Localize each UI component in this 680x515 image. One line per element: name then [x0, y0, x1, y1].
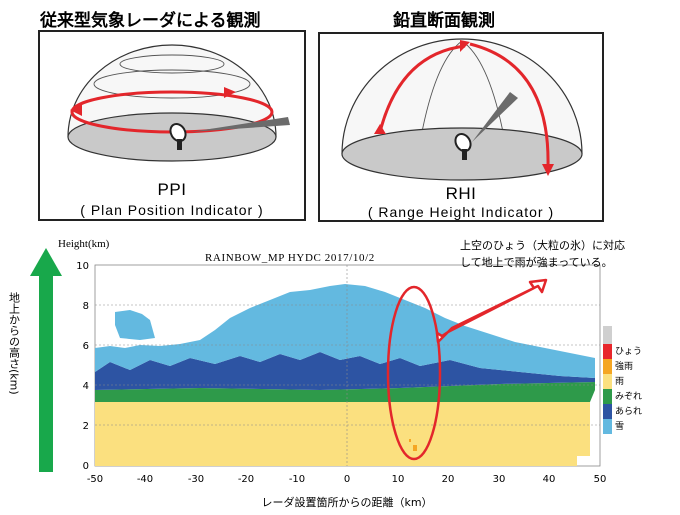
y-tick-label: 2: [83, 421, 89, 432]
legend-label-sleet: みぞれ: [615, 391, 642, 402]
rhi-cross-section-chart: 地上からの高さ(km) Height(km) RAINBOW_MP HYDC 2…: [8, 238, 643, 509]
annotation-line-2: して地上で雨が強まっている。: [460, 255, 613, 269]
y-tick-label: 8: [83, 301, 89, 312]
radar-dish-icon: [169, 122, 187, 150]
left-caption: 地上からの高さ(km): [8, 292, 21, 395]
legend-label-heavy-rain: 強雨: [615, 360, 633, 372]
ppi-dome-diagram: [67, 44, 290, 162]
x-tick-label: -40: [137, 474, 153, 485]
legend-label-graupel: あられ: [615, 406, 642, 417]
x-tick-label: 0: [344, 474, 350, 485]
x-tick-label: 40: [543, 474, 556, 485]
hydrometeor-legend: ひょう 強雨 雨 みぞれ あられ 雪: [603, 326, 642, 434]
rain-region: [95, 402, 590, 466]
height-arrow-icon: [30, 248, 62, 472]
ppi-title: 従来型気象レーダによる観測: [40, 11, 261, 31]
rhi-dome-diagram: [341, 38, 583, 181]
y-tick-label: 6: [83, 341, 89, 352]
radar-beam: [190, 117, 290, 132]
radar-beam: [472, 92, 518, 142]
highlight-ellipse: [386, 285, 442, 461]
x-tick-label: -50: [87, 474, 103, 485]
rhi-scan-arc-left: [378, 44, 466, 133]
x-tick-label: 20: [442, 474, 455, 485]
annotation-line-1: 上空のひょう（大粒の氷）に対応: [460, 238, 625, 252]
legend-label-rain: 雨: [615, 376, 624, 387]
x-tick-label: 10: [392, 474, 405, 485]
ppi-full-name: ( Plan Position Indicator ): [80, 202, 264, 218]
legend-label-snow: 雪: [615, 421, 624, 432]
rhi-acronym: RHI: [445, 184, 477, 203]
rhi-scan-arc-right: [469, 42, 550, 167]
y-axis-title: Height(km): [58, 238, 110, 250]
x-axis-label: レーダ設置箇所からの距離（km）: [261, 495, 432, 509]
rhi-title: 鉛直断面観測: [393, 11, 495, 31]
x-tick-label: 50: [594, 474, 607, 485]
x-tick-label: 30: [493, 474, 506, 485]
snow-region: [95, 284, 595, 378]
graupel-region: [95, 352, 595, 390]
ppi-panel: PPI ( Plan Position Indicator ): [38, 30, 306, 221]
x-tick-label: -20: [238, 474, 254, 485]
ppi-acronym: PPI: [157, 180, 187, 199]
radar-dish-icon: [454, 132, 472, 160]
sleet-region: [95, 382, 595, 402]
rhi-full-name: ( Range Height Indicator ): [367, 204, 555, 220]
rhi-panel: RHI ( Range Height Indicator ): [318, 32, 604, 222]
legend-label-hail: ひょう: [615, 346, 642, 357]
annotation-arrow-icon: [435, 278, 548, 344]
y-tick-label: 10: [76, 261, 89, 272]
y-tick-label: 0: [83, 461, 89, 472]
plot-title: RAINBOW_MP HYDC 2017/10/2: [205, 252, 375, 264]
x-tick-label: -30: [188, 474, 204, 485]
y-tick-label: 4: [83, 381, 89, 392]
x-tick-label: -10: [289, 474, 305, 485]
